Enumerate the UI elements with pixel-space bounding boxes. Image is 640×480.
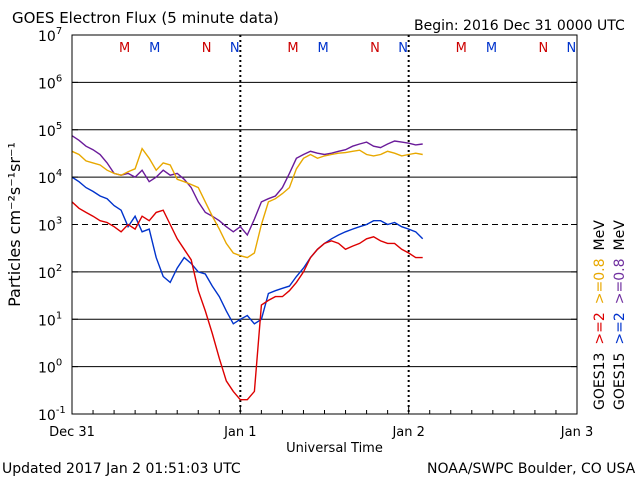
x-tick-label: Jan 3 [560,425,593,440]
y-tick-label: 106 [38,73,62,92]
y-tick-label: 103 [38,216,62,235]
y-axis-label: Particles cm⁻²s⁻¹sr⁻¹ [5,142,24,307]
mn-marker-label: M [287,41,298,56]
series-line-goes15-2-mev [72,176,424,325]
mn-marker-label: N [202,41,212,56]
mn-marker-label: N [567,41,577,56]
x-axis-label: Universal Time [286,441,383,456]
mn-marker-label: M [317,41,328,56]
y-tick-label: 104 [38,168,62,187]
mn-marker-label: M [456,41,467,56]
y-tick-label: 10-1 [38,405,66,424]
series-line-goes13-0-8-mev [72,147,423,259]
y-tick-label: 102 [38,263,62,282]
updated-timestamp: Updated 2017 Jan 2 01:51:03 UTC [2,461,241,477]
x-tick-label: Jan 2 [391,425,424,440]
y-tick-label: 100 [38,358,62,377]
y-tick-label: 107 [38,26,62,45]
mn-marker-label: N [370,41,380,56]
series-line-goes13-2-mev [72,201,423,401]
mn-marker-label: N [398,41,408,56]
legend-entry: GOES13>=2>=0.8MeV [592,220,608,410]
mn-marker-label: M [119,41,130,56]
mn-marker-label: N [230,41,240,56]
y-tick-label: 101 [38,310,62,329]
series-line-goes15-0-8-mev [72,135,423,237]
mn-marker-label: N [538,41,548,56]
begin-date-label: Begin: 2016 Dec 31 0000 UTC [414,18,625,34]
x-tick-label: Dec 31 [49,425,95,440]
legend-entry: GOES15>=2>=0.8MeV [612,220,628,410]
mn-marker-label: M [486,41,497,56]
mn-marker-label: M [149,41,160,56]
data-source-label: NOAA/SWPC Boulder, CO USA [427,461,636,477]
chart-title: GOES Electron Flux (5 minute data) [12,9,279,27]
y-tick-label: 105 [38,121,62,140]
x-tick-label: Jan 1 [223,425,256,440]
